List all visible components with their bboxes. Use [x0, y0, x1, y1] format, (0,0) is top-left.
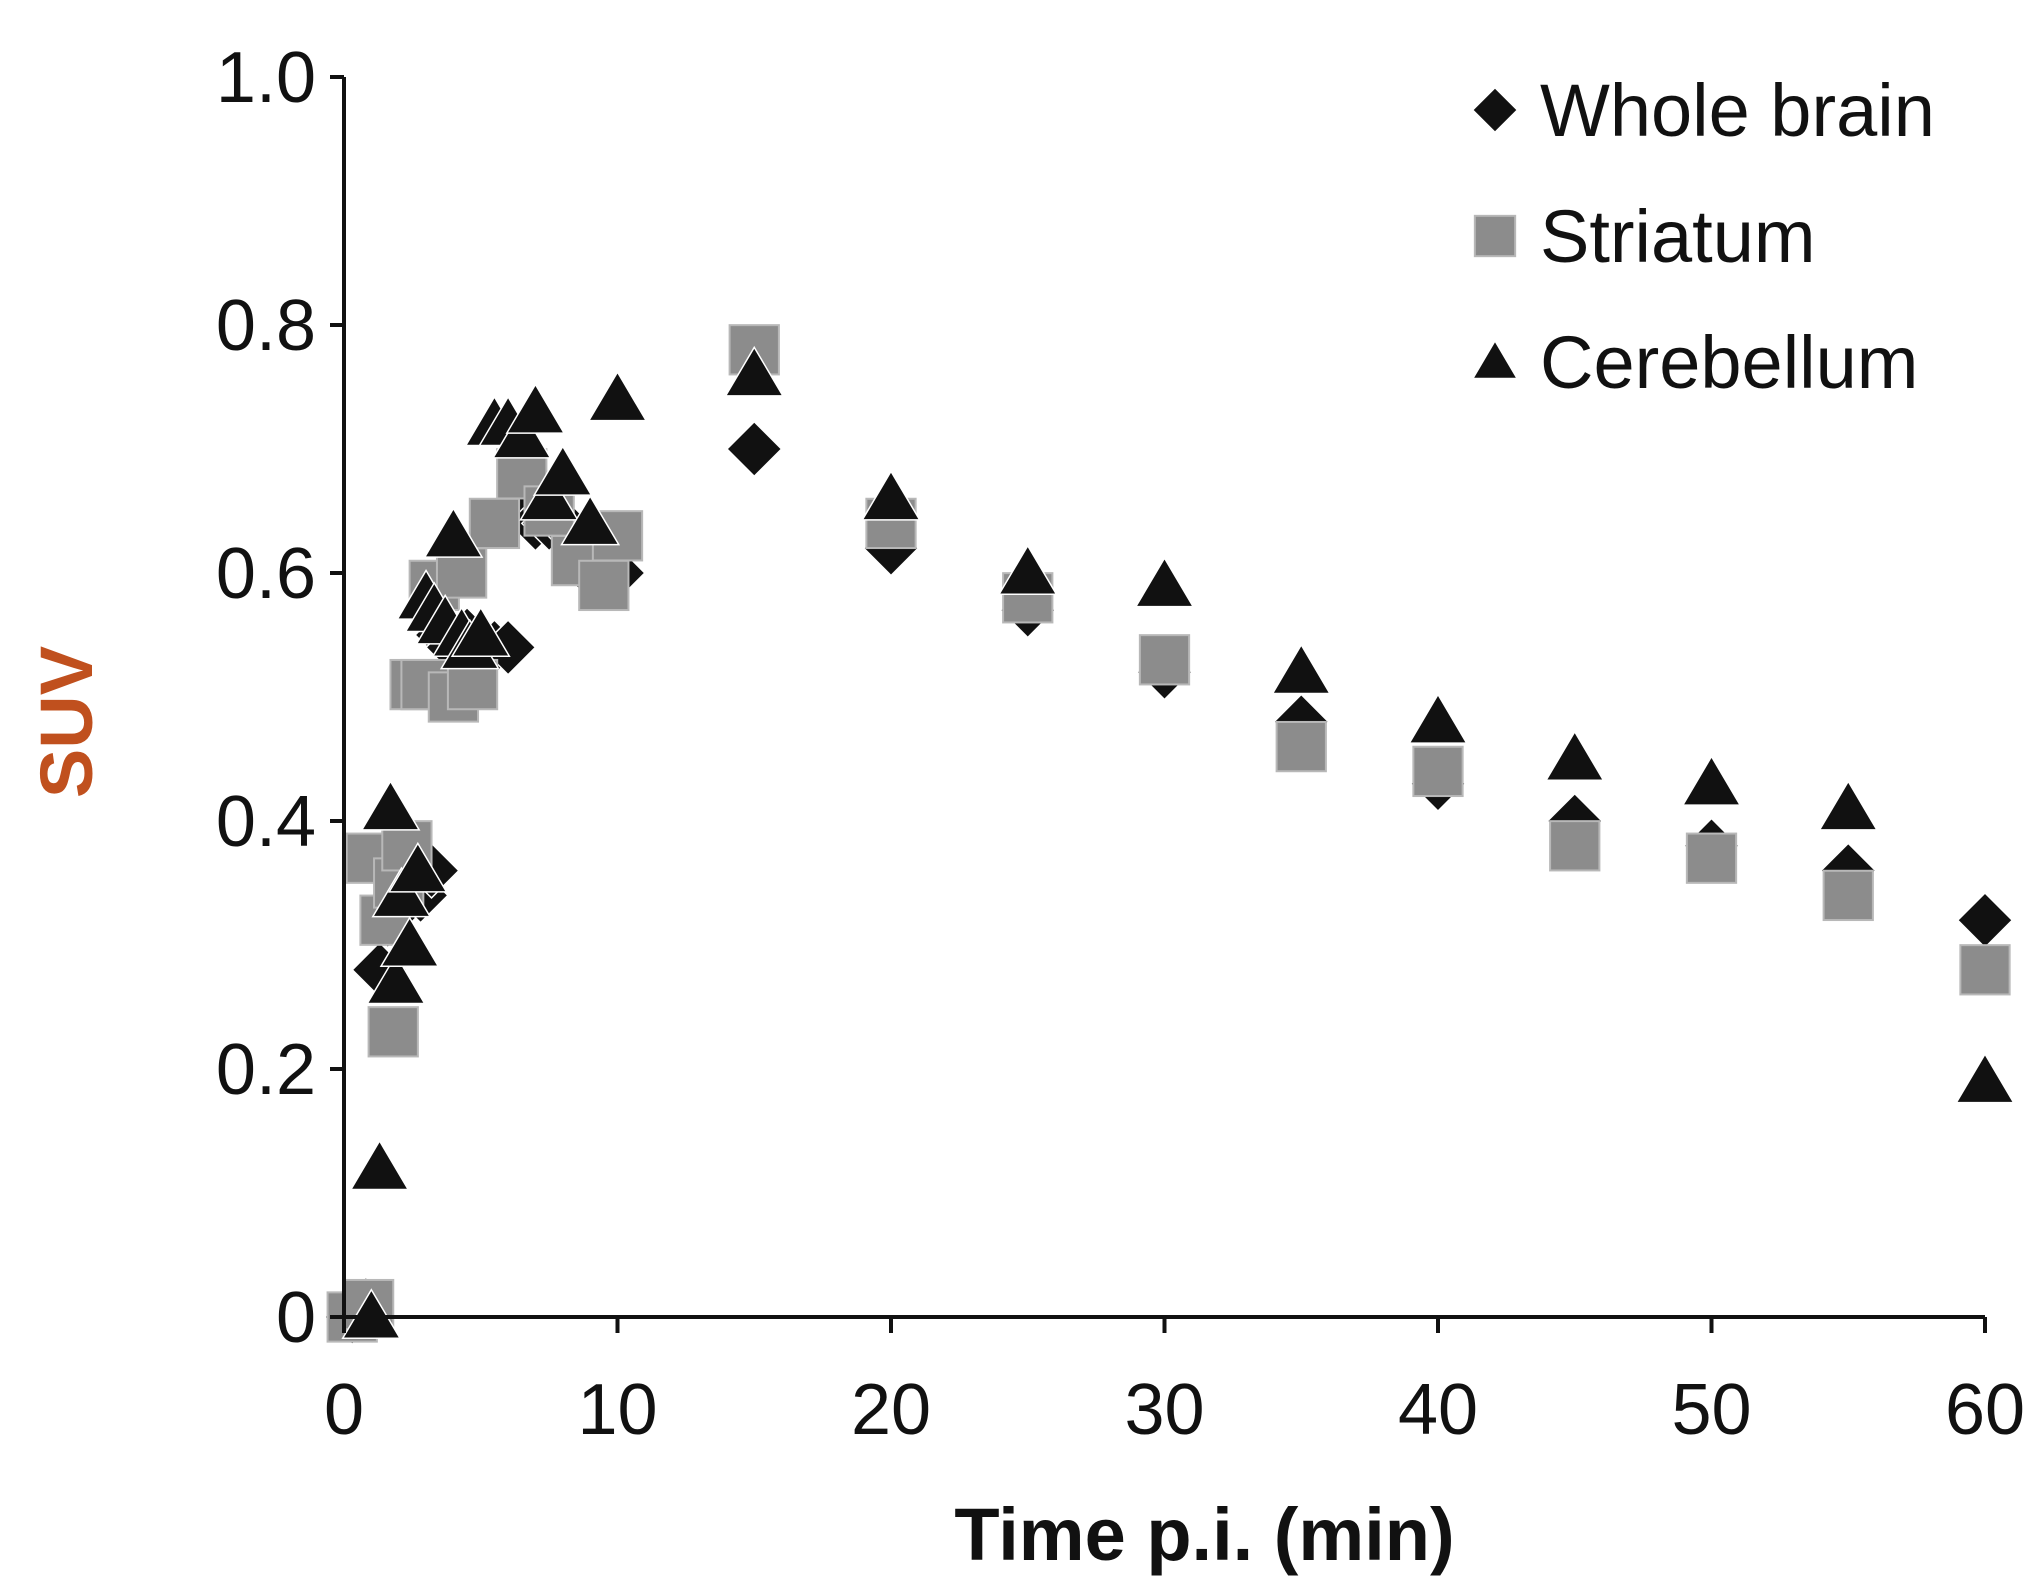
triangle-point [560, 494, 621, 546]
markers-layer [323, 324, 2015, 1346]
y-tick-label: 0 [276, 1278, 316, 1358]
triangle-point [1681, 755, 1742, 806]
x-tick-label: 60 [1945, 1370, 2025, 1450]
square-point [1685, 832, 1738, 884]
ticks-layer: 0 0.2 0.4 0.6 0.8 1.0 0 10 20 30 40 50 60 [216, 38, 2025, 1450]
y-tick-label: 1.0 [216, 38, 316, 118]
triangle-point [1544, 730, 1605, 782]
diamond-point [725, 420, 783, 478]
triangle-point [1134, 556, 1195, 608]
square-point [1822, 869, 1874, 922]
triangle-point [360, 779, 421, 831]
legend-item: Striatum [1473, 195, 1816, 278]
square-point [1412, 745, 1464, 798]
square-point [1959, 944, 2011, 996]
legend-item: Cerebellum [1471, 321, 1918, 404]
square-point [468, 497, 521, 550]
y-tick-label: 0.6 [216, 534, 316, 614]
y-axis-title: SUV [25, 646, 108, 798]
x-tick-label: 20 [851, 1370, 931, 1450]
x-tick-label: 40 [1398, 1370, 1478, 1450]
legend-triangle-icon [1471, 339, 1519, 380]
square-point [1549, 820, 1601, 872]
legend-square-icon [1473, 214, 1517, 258]
legend-label: Striatum [1540, 195, 1816, 278]
triangle-point [587, 370, 648, 422]
series-cerebellum [341, 345, 2015, 1340]
triangle-point [724, 345, 785, 397]
triangle-point [532, 445, 593, 496]
triangle-point [423, 507, 484, 558]
legend-label: Cerebellum [1540, 321, 1918, 404]
legend: Whole brain Striatum Cerebellum [1471, 69, 1935, 404]
y-tick-label: 0.4 [216, 782, 316, 862]
y-tick-label: 0.8 [216, 286, 316, 366]
triangle-point [1271, 643, 1332, 695]
triangle-point [387, 841, 448, 893]
diamond-point [1956, 891, 2014, 949]
square-point [1275, 720, 1327, 773]
square-point [578, 559, 630, 612]
square-point [1138, 634, 1191, 686]
legend-item: Whole brain [1471, 69, 1935, 152]
triangle-point [861, 469, 921, 521]
x-axis-title: Time p.i. (min) [954, 1493, 1454, 1576]
triangle-point [450, 606, 511, 658]
legend-diamond-icon [1471, 86, 1519, 134]
triangle-point [1408, 693, 1468, 744]
triangle-point [997, 544, 1058, 596]
triangle-point [341, 1288, 402, 1340]
legend-label: Whole brain [1540, 69, 1935, 152]
triangle-point [1818, 779, 1879, 831]
triangle-point [1955, 1052, 2015, 1104]
x-tick-label: 10 [577, 1370, 657, 1450]
triangle-point [349, 1139, 410, 1191]
square-point [367, 1006, 419, 1058]
x-tick-label: 0 [324, 1370, 364, 1450]
triangle-point [379, 916, 440, 968]
triangle-point [366, 953, 426, 1005]
y-tick-label: 0.2 [216, 1030, 316, 1110]
x-tick-label: 30 [1124, 1370, 1204, 1450]
triangle-point [505, 383, 566, 434]
x-tick-label: 50 [1671, 1370, 1751, 1450]
